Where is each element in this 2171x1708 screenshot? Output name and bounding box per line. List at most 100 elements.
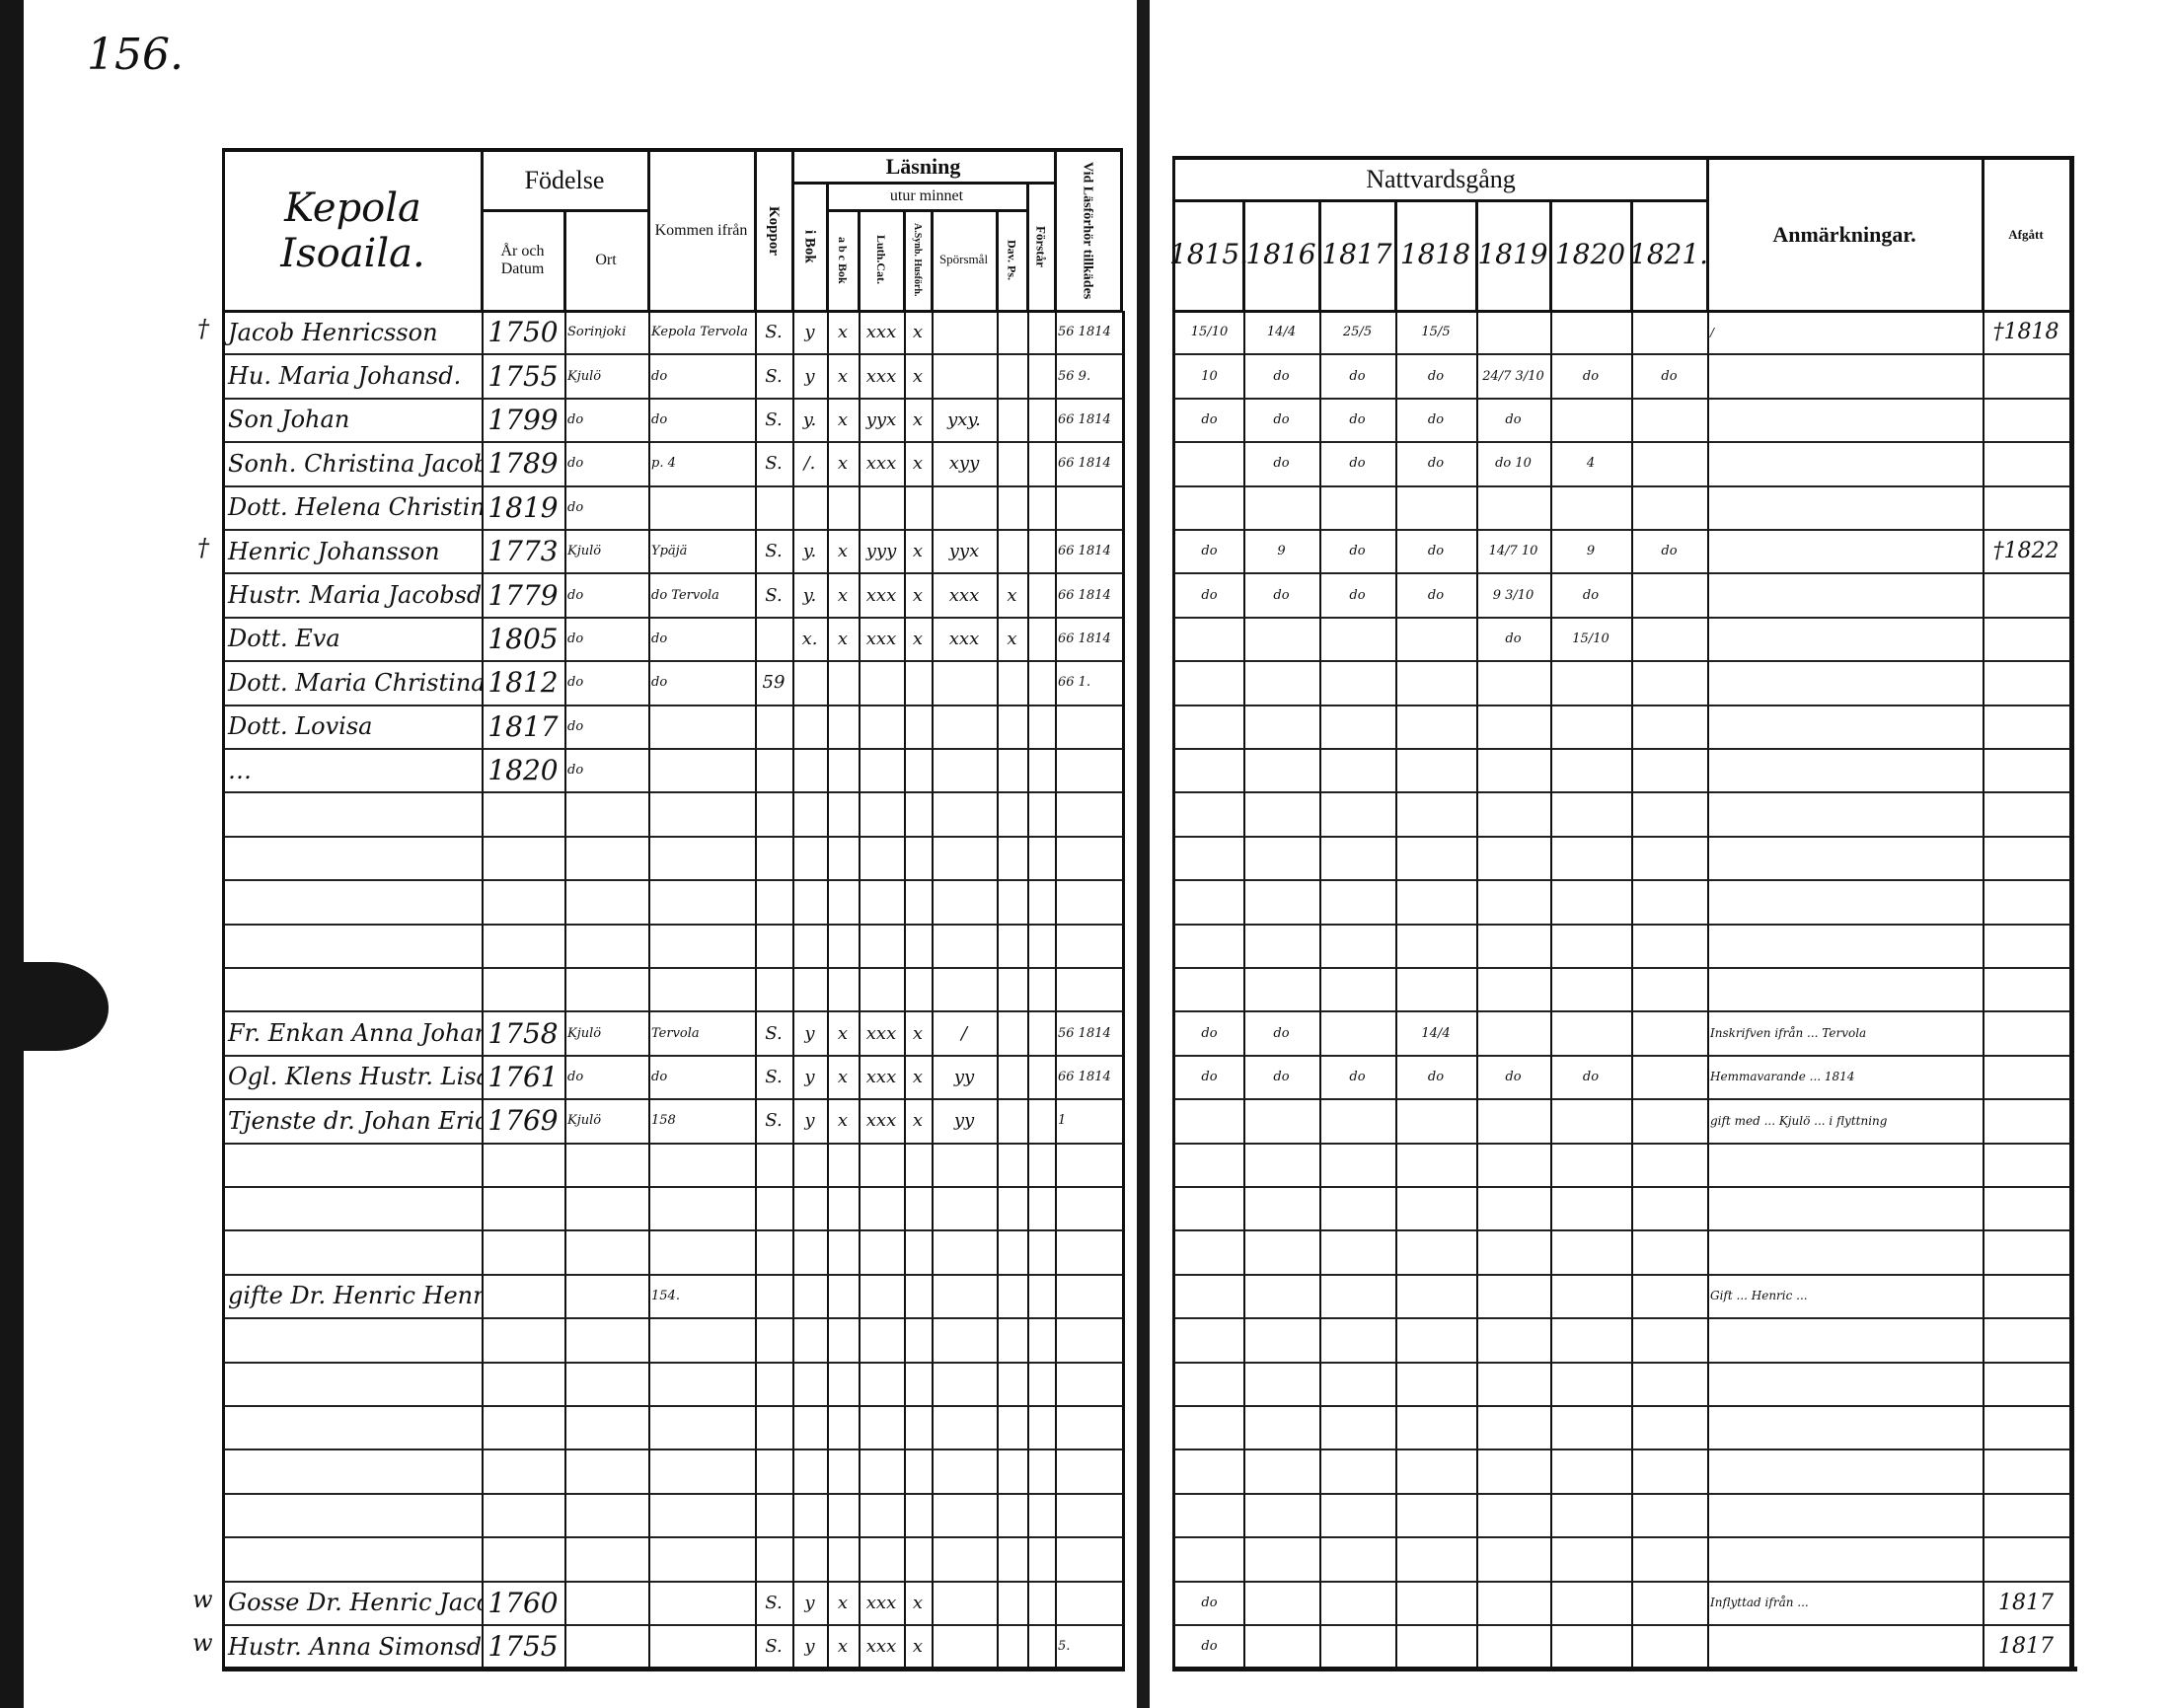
- cell-koppor: S.: [755, 1581, 794, 1626]
- cell-communion-1815: do: [1172, 398, 1245, 444]
- cell-communion-1820: [1550, 485, 1633, 531]
- cell-husforhor: [904, 705, 934, 750]
- cell-luth-cat: [859, 1493, 906, 1539]
- cell-name: Ogl. Klens Hustr. Lisa Johansd.: [222, 1055, 484, 1101]
- cell-departed: 1817: [1983, 1581, 2074, 1626]
- cell-sporsmal: yxy.: [932, 398, 999, 444]
- cell-remarks: [1707, 1230, 1984, 1276]
- cell-abc-bok: x: [827, 530, 861, 575]
- cell-date: 1799: [482, 398, 566, 444]
- cell-name: Dott. Lovisa: [222, 705, 484, 750]
- cell-i-bok: [792, 1406, 829, 1451]
- cell-husforhor: x: [904, 311, 934, 356]
- cell-departed: [1983, 1187, 2074, 1232]
- cell-communion-1818: [1395, 1493, 1478, 1539]
- cell-sporsmal: [932, 924, 999, 969]
- cell-communion-1820: [1550, 1318, 1633, 1364]
- cell-lasforhor: [1055, 880, 1125, 926]
- cell-lasforhor: 1: [1055, 1099, 1125, 1145]
- cell-husforhor: [904, 1143, 934, 1188]
- cell-luth-cat: xxx: [859, 617, 906, 663]
- cell-name: …: [222, 749, 484, 794]
- cell-remarks: Inskrifven ifrån ... Tervola: [1707, 1011, 1984, 1057]
- cell-koppor: [755, 924, 794, 969]
- cell-place: do: [564, 749, 650, 794]
- cell-date: [482, 924, 566, 969]
- cell-koppor: S.: [755, 311, 794, 356]
- cell-husforhor: x: [904, 1625, 934, 1671]
- cell-communion-1818: [1395, 1406, 1478, 1451]
- cell-communion-1815: [1172, 442, 1245, 487]
- cell-luth-cat: xxx: [859, 1099, 906, 1145]
- cell-sporsmal: [932, 1230, 999, 1276]
- cell-communion-1819: [1476, 661, 1552, 706]
- row-margin-mark: †: [197, 534, 209, 561]
- cell-husforhor: [904, 485, 934, 531]
- cell-dav-ps: [997, 749, 1029, 794]
- cell-dav-ps: [997, 398, 1029, 444]
- cell-lasforhor: [1055, 1230, 1125, 1276]
- cell-communion-1821: [1631, 1493, 1709, 1539]
- cell-koppor: [755, 749, 794, 794]
- cell-communion-1821: [1631, 1406, 1709, 1451]
- cell-place: do: [564, 485, 650, 531]
- cell-husforhor: [904, 1187, 934, 1232]
- cell-communion-1820: [1550, 1230, 1633, 1276]
- cell-koppor: [755, 485, 794, 531]
- cell-name: Dott. Maria Christina: [222, 661, 484, 706]
- cell-luth-cat: [859, 1143, 906, 1188]
- header-year-3: 1818: [1395, 200, 1478, 313]
- cell-sporsmal: [932, 1625, 999, 1671]
- cell-i-bok: y: [792, 1011, 829, 1057]
- cell-remarks: [1707, 398, 1984, 444]
- cell-communion-1817: [1319, 1493, 1397, 1539]
- cell-koppor: [755, 1143, 794, 1188]
- cell-communion-1815: do: [1172, 573, 1245, 619]
- cell-communion-1821: [1631, 749, 1709, 794]
- cell-place: [564, 880, 650, 926]
- cell-date: [482, 1143, 566, 1188]
- cell-communion-1816: do: [1243, 573, 1321, 619]
- cell-name: [222, 1230, 484, 1276]
- cell-communion-1819: [1476, 749, 1552, 794]
- cell-sporsmal: xxx: [932, 617, 999, 663]
- cell-remarks: [1707, 354, 1984, 400]
- cell-communion-1818: [1395, 1581, 1478, 1626]
- cell-name: [222, 1362, 484, 1407]
- cell-place: Kjulö: [564, 1099, 650, 1145]
- cell-communion-1821: [1631, 1581, 1709, 1626]
- cell-communion-1816: [1243, 1493, 1321, 1539]
- cell-koppor: S.: [755, 398, 794, 444]
- cell-departed: [1983, 1230, 2074, 1276]
- cell-husforhor: [904, 661, 934, 706]
- cell-communion-1821: [1631, 880, 1709, 926]
- cell-communion-1821: [1631, 1011, 1709, 1057]
- village-name-line-1: Kepola: [284, 186, 421, 231]
- cell-departed: [1983, 1362, 2074, 1407]
- cell-communion-1820: [1550, 1449, 1633, 1495]
- cell-koppor: [755, 617, 794, 663]
- cell-from: do: [648, 617, 757, 663]
- cell-husforhor: x: [904, 573, 934, 619]
- cell-abc-bok: [827, 1274, 861, 1320]
- cell-dav-ps: [997, 1099, 1029, 1145]
- cell-husforhor: x: [904, 442, 934, 487]
- cell-koppor: S.: [755, 1099, 794, 1145]
- cell-communion-1821: [1631, 705, 1709, 750]
- cell-communion-1818: do: [1395, 442, 1478, 487]
- cell-remarks: [1707, 792, 1984, 838]
- cell-name: [222, 1449, 484, 1495]
- cell-lasforhor: [1055, 1581, 1125, 1626]
- cell-remarks: [1707, 836, 1984, 882]
- cell-sporsmal: [932, 1143, 999, 1188]
- cell-communion-1819: do: [1476, 1055, 1552, 1101]
- cell-communion-1820: [1550, 398, 1633, 444]
- cell-communion-1817: do: [1319, 1055, 1397, 1101]
- cell-abc-bok: [827, 924, 861, 969]
- cell-koppor: [755, 1230, 794, 1276]
- cell-communion-1820: [1550, 1362, 1633, 1407]
- cell-husforhor: [904, 1537, 934, 1583]
- cell-forstar: [1027, 398, 1057, 444]
- cell-from: [648, 880, 757, 926]
- cell-departed: [1983, 924, 2074, 969]
